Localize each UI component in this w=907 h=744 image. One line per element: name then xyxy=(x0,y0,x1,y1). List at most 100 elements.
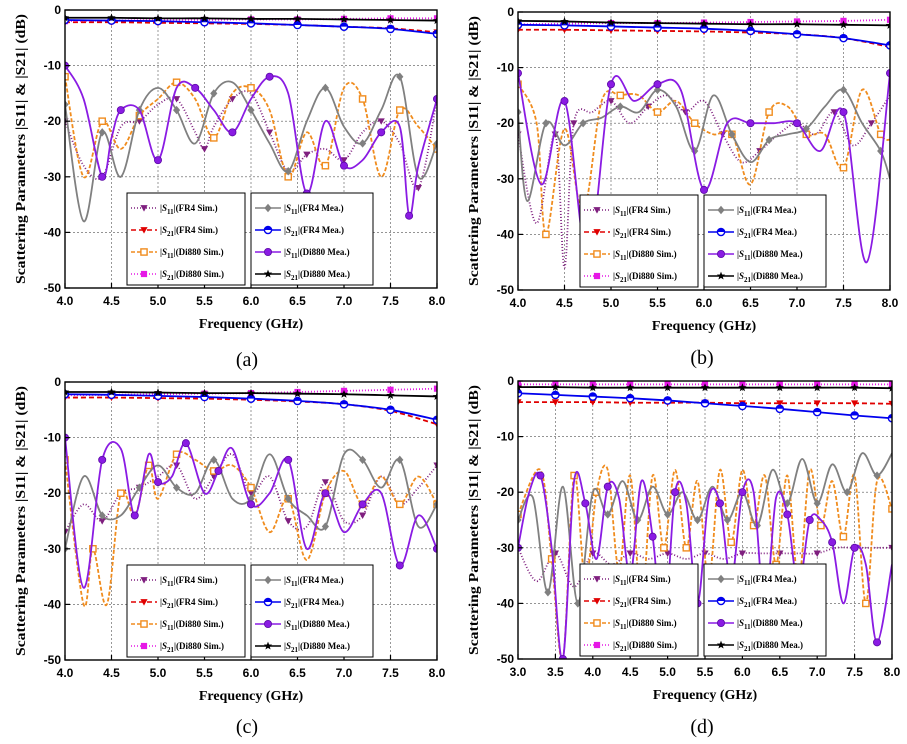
data-point-marker xyxy=(339,161,348,170)
legend-label: |S11|(Di880 Sim.) xyxy=(160,619,224,632)
legend-swatch-marker xyxy=(716,227,726,237)
data-point-marker xyxy=(153,156,162,165)
series-line xyxy=(518,464,892,659)
data-point-marker xyxy=(813,550,821,557)
data-point-marker xyxy=(284,455,293,464)
x-tick-label: 7.5 xyxy=(382,666,399,680)
data-point-marker xyxy=(839,85,848,95)
panel-label: (d) xyxy=(690,716,713,738)
y-tick-label: -20 xyxy=(497,116,515,130)
data-point-marker xyxy=(386,390,395,399)
data-point-marker xyxy=(266,129,274,136)
data-point-marker xyxy=(340,157,348,164)
data-point-marker xyxy=(396,72,404,81)
legend-item: |S21|(FR4 Mea.) xyxy=(708,227,797,240)
legend-label: |S11|(FR4 Mea.) xyxy=(737,205,797,218)
data-point-marker xyxy=(358,95,367,103)
data-point-marker xyxy=(518,515,522,525)
data-point-marker xyxy=(433,500,437,509)
y-tick-label: -10 xyxy=(497,430,515,444)
data-point-marker xyxy=(887,383,892,392)
series-6 xyxy=(518,388,892,423)
x-tick-label: 4.5 xyxy=(556,296,573,310)
legend-item: |S11|(Di880 Mea.) xyxy=(255,619,350,632)
legend-swatch-marker xyxy=(593,229,601,236)
x-axis-title: Frequency (GHz) xyxy=(653,688,758,703)
y-tick-label: 0 xyxy=(54,375,61,389)
legend-swatch-marker xyxy=(716,640,726,649)
panel-label: (b) xyxy=(690,347,713,369)
data-point-marker xyxy=(839,33,848,43)
x-tick-label: 6.0 xyxy=(696,296,713,310)
data-point-marker xyxy=(386,405,395,415)
data-point-marker xyxy=(700,185,709,194)
legend-label: |S21|(FR4 Mea.) xyxy=(284,225,344,238)
data-point-marker xyxy=(386,24,395,34)
series-line xyxy=(518,88,890,202)
legend-label: |S11|(Di880 Sim.) xyxy=(613,618,677,631)
data-point-marker xyxy=(607,80,616,89)
legend-item: |S21|(Di880 Sim.) xyxy=(131,641,224,654)
data-point-marker xyxy=(518,382,523,391)
data-point-marker xyxy=(805,516,814,525)
data-point-marker xyxy=(570,120,578,127)
data-point-marker xyxy=(247,490,255,497)
legend-item: |S11|(FR4 Sim.) xyxy=(131,575,218,588)
legend-swatch-marker xyxy=(140,620,148,628)
legend: |S11|(FR4 Sim.) |S21|(FR4 Sim.) |S11|(Di88… xyxy=(126,192,374,286)
data-point-marker xyxy=(209,134,218,142)
data-point-marker xyxy=(664,510,672,519)
legend-item: |S11|(FR4 Mea.) xyxy=(708,205,797,218)
x-tick-label: 6.5 xyxy=(289,294,306,308)
legend-label: |S21|(FR4 Sim.) xyxy=(160,225,218,238)
legend-item: |S11|(Di880 Sim.) xyxy=(131,247,224,260)
legend-swatch-marker xyxy=(717,619,726,628)
y-tick-label: -10 xyxy=(44,59,62,73)
data-point-marker xyxy=(396,455,404,465)
data-point-marker xyxy=(746,26,755,36)
data-point-marker xyxy=(727,538,735,547)
legend-swatch-marker xyxy=(263,597,273,607)
legend-swatch-marker xyxy=(140,577,148,584)
data-point-marker xyxy=(339,389,349,398)
data-point-marker xyxy=(339,399,349,409)
legend-swatch-marker xyxy=(593,250,601,258)
data-point-marker xyxy=(653,23,662,32)
data-point-marker xyxy=(173,105,181,115)
data-point-marker xyxy=(606,18,616,27)
x-tick-label: 4.0 xyxy=(510,296,527,310)
data-point-marker xyxy=(396,500,404,509)
y-tick-label: -40 xyxy=(497,596,515,610)
data-point-marker xyxy=(386,15,395,24)
data-point-marker xyxy=(616,102,624,111)
data-point-marker xyxy=(877,146,885,156)
data-point-marker xyxy=(65,529,69,536)
data-point-marker xyxy=(246,388,256,397)
data-point-marker xyxy=(886,69,890,78)
y-tick-label: -50 xyxy=(44,653,62,667)
x-tick-label: 4.0 xyxy=(584,665,601,679)
data-point-marker xyxy=(653,80,662,89)
data-point-marker xyxy=(682,544,691,552)
data-point-marker xyxy=(888,381,892,388)
legend-swatch-marker xyxy=(140,642,148,650)
data-point-marker xyxy=(153,478,162,487)
data-point-marker xyxy=(536,471,545,480)
data-point-marker xyxy=(681,109,689,116)
data-point-marker xyxy=(359,455,367,465)
data-point-marker xyxy=(817,521,825,530)
data-point-marker xyxy=(886,16,890,23)
series-7 xyxy=(65,433,437,589)
plot-area xyxy=(518,16,890,269)
x-tick-label: 6.0 xyxy=(734,665,751,679)
legend-swatch-marker xyxy=(717,205,725,215)
data-point-marker xyxy=(851,400,859,407)
legend-label: |S21|(FR4 Mea.) xyxy=(737,596,797,609)
data-point-marker xyxy=(589,550,597,557)
legend-swatch-marker xyxy=(717,249,726,258)
data-point-marker xyxy=(339,15,349,24)
data-point-marker xyxy=(551,399,559,406)
legend-label: |S11|(FR4 Sim.) xyxy=(160,575,218,588)
data-point-marker xyxy=(738,383,747,392)
data-point-marker xyxy=(395,561,404,570)
